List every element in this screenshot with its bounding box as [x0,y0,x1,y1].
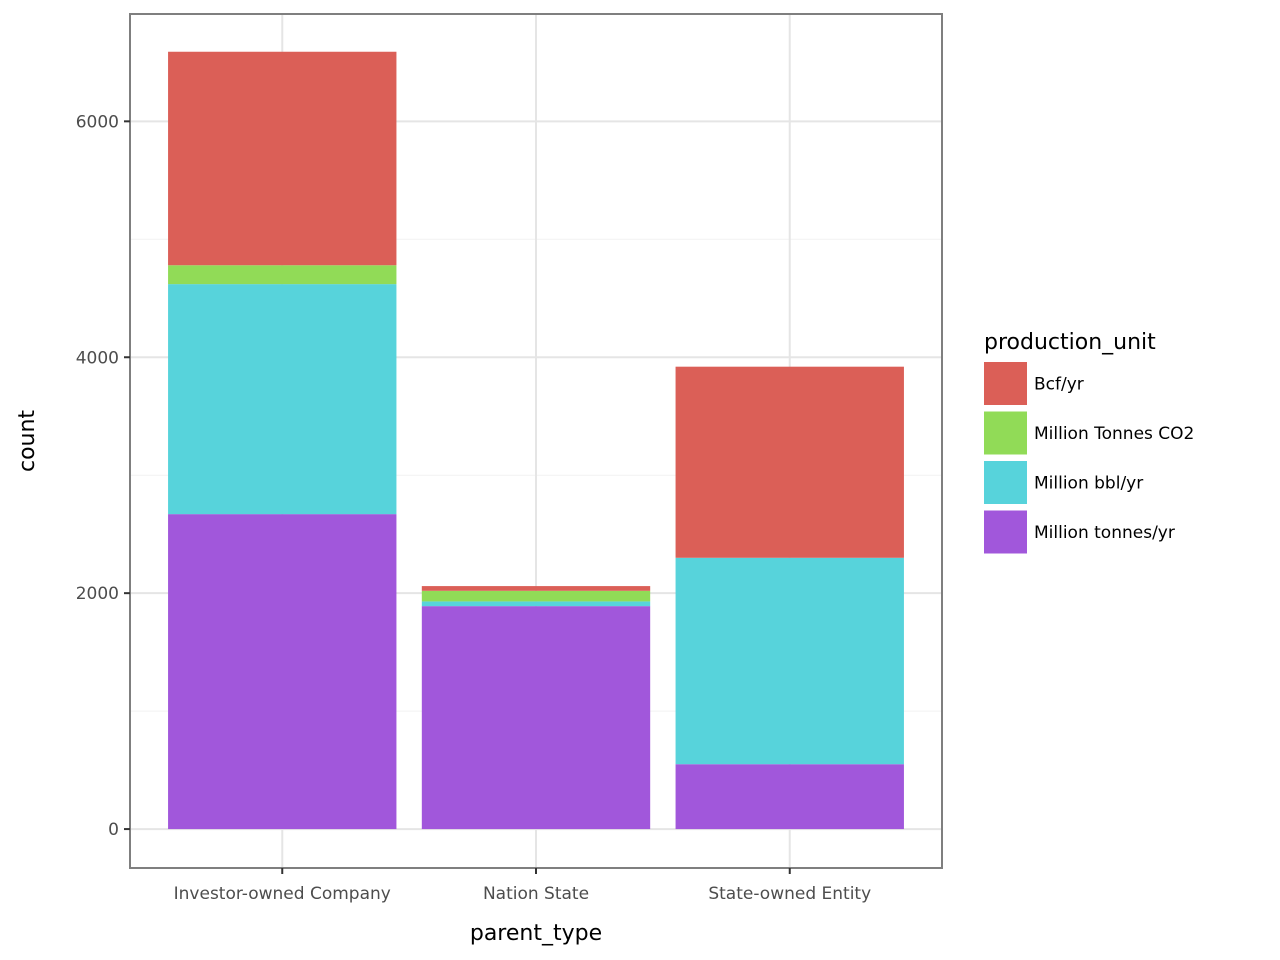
bar-segment [421,601,651,607]
y-tick-label: 0 [108,820,119,840]
bar-segment [675,557,904,765]
bar-segment [675,366,904,558]
legend-key [984,411,1027,455]
legend-key [984,461,1027,504]
legend-label: Bcf/yr [1034,375,1084,395]
x-axis-title: parent_type [470,921,602,946]
legend-label: Million bbl/yr [1034,474,1143,494]
x-tick-label: Investor-owned Company [174,884,391,904]
legend-label: Million tonnes/yr [1034,523,1175,543]
bar-segment [675,764,904,830]
bar-segment [168,51,397,266]
bar-segment [168,265,397,285]
y-tick-label: 6000 [76,112,119,132]
y-tick-label: 2000 [76,584,119,604]
y-tick-label: 4000 [76,348,119,368]
bar-segment [421,606,651,830]
y-axis-ticks: 0 2000 4000 6000 [76,112,130,840]
bar-segment [421,586,651,591]
legend-key [984,510,1027,554]
legend-title: production_unit [984,330,1156,355]
x-axis-ticks: Investor-owned Company Nation State State-… [174,868,871,904]
x-tick-label: State-owned Entity [708,884,871,904]
legend: production_unit Bcf/yr Million Tonnes CO2… [984,330,1194,554]
legend-key [984,362,1027,405]
bar-segment [421,590,651,602]
y-axis-title: count [15,410,40,472]
bars [168,51,904,830]
x-tick-label: Nation State [483,884,589,904]
bar-segment [168,514,397,830]
legend-label: Million Tonnes CO2 [1034,424,1194,444]
bar-segment [168,284,397,515]
